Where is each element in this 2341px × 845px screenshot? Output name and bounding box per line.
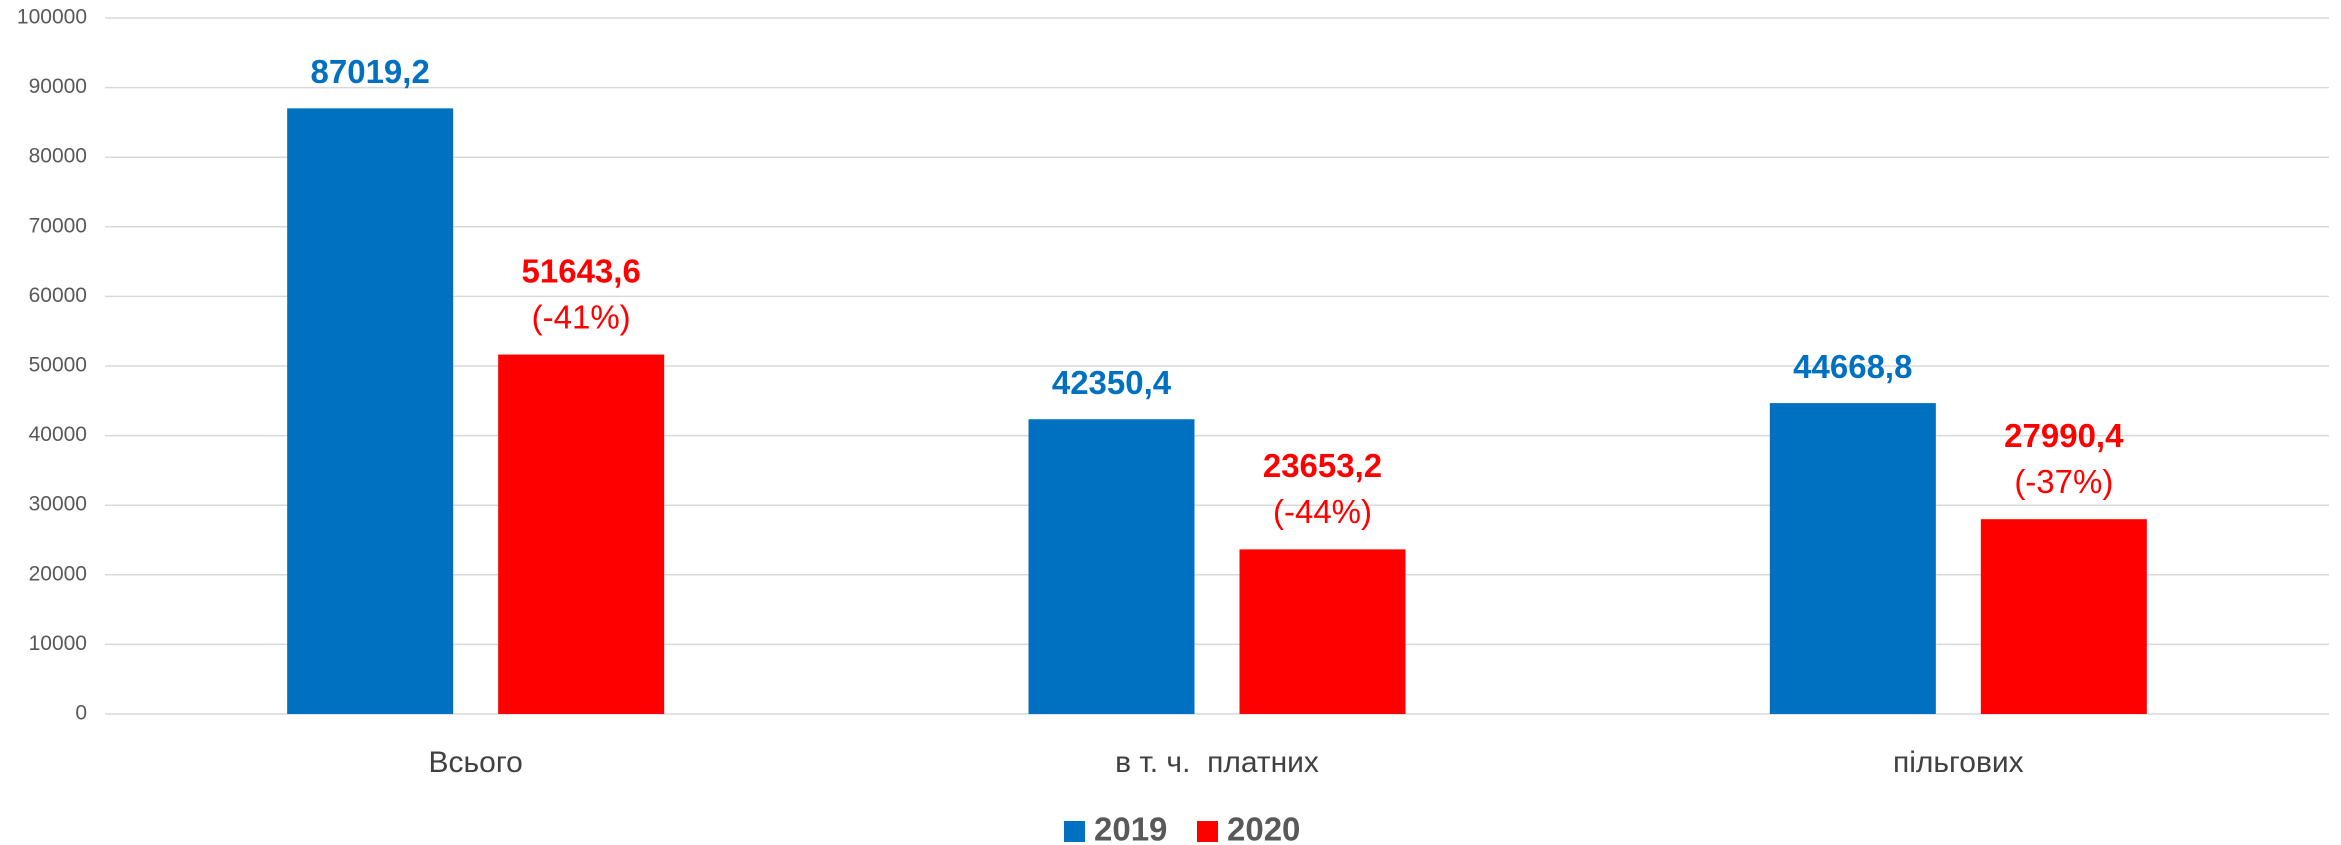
change-label: (-44%): [1273, 493, 1372, 530]
y-tick-label: 60000: [29, 284, 87, 307]
x-tick-label: пільгових: [1893, 746, 2024, 779]
bar: [1239, 549, 1406, 714]
y-tick-label: 70000: [29, 214, 87, 237]
bar: [287, 108, 454, 714]
y-tick-label: 80000: [29, 145, 87, 168]
y-tick-label: 40000: [29, 423, 87, 446]
change-label: (-37%): [2014, 463, 2113, 500]
y-tick-label: 0: [75, 702, 87, 725]
legend-swatch: [1197, 821, 1218, 842]
legend-label: 2020: [1227, 811, 1300, 845]
legend-label: 2019: [1094, 811, 1167, 845]
y-tick-label: 30000: [29, 493, 87, 516]
y-tick-label: 50000: [29, 354, 87, 377]
change-label: (-41%): [532, 298, 631, 335]
data-label: 87019,2: [311, 53, 430, 90]
bar: [1769, 403, 1936, 714]
y-tick-label: 10000: [29, 632, 87, 655]
data-label: 23653,2: [1263, 447, 1382, 484]
legend-swatch: [1064, 821, 1085, 842]
data-label: 51643,6: [522, 252, 641, 289]
y-tick-label: 100000: [17, 6, 87, 29]
bar: [498, 354, 665, 714]
data-label: 44668,8: [1793, 348, 1912, 385]
x-tick-label: Всього: [429, 746, 523, 779]
data-label: 27990,4: [2004, 417, 2124, 454]
data-label: 42350,4: [1052, 364, 1172, 401]
y-tick-label: 90000: [29, 75, 87, 98]
y-tick-label: 20000: [29, 562, 87, 585]
x-tick-label: в т. ч. платних: [1115, 746, 1319, 779]
bar: [1028, 419, 1195, 714]
bar: [1980, 519, 2147, 714]
